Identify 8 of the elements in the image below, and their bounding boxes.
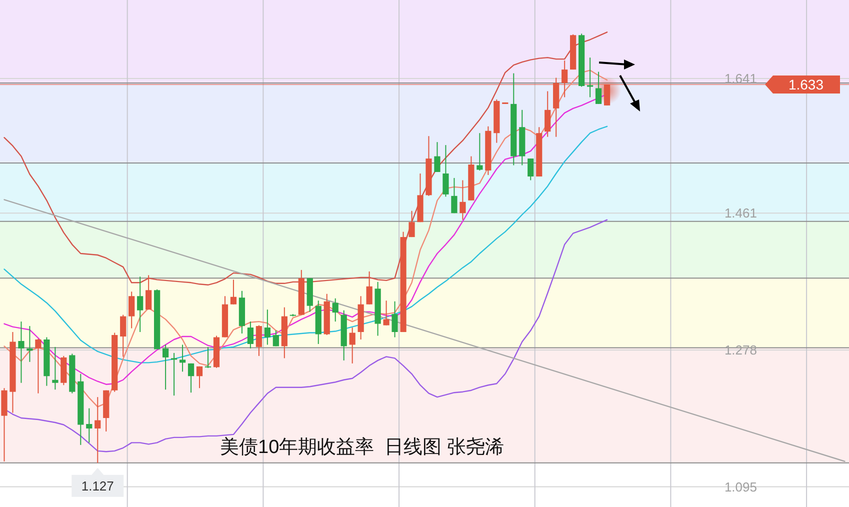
ref-line-label: 1.633 xyxy=(788,76,824,92)
y-tick-label: 1.641 xyxy=(724,71,757,86)
y-tick-label: 1.095 xyxy=(724,479,757,494)
y-tick-label: 1.461 xyxy=(724,206,757,221)
line-series xyxy=(4,32,608,286)
line-series xyxy=(4,126,608,364)
text: 美债10年期收益率 日线图 张尧浠 xyxy=(220,436,504,458)
annotation: 1.127 xyxy=(81,478,114,494)
